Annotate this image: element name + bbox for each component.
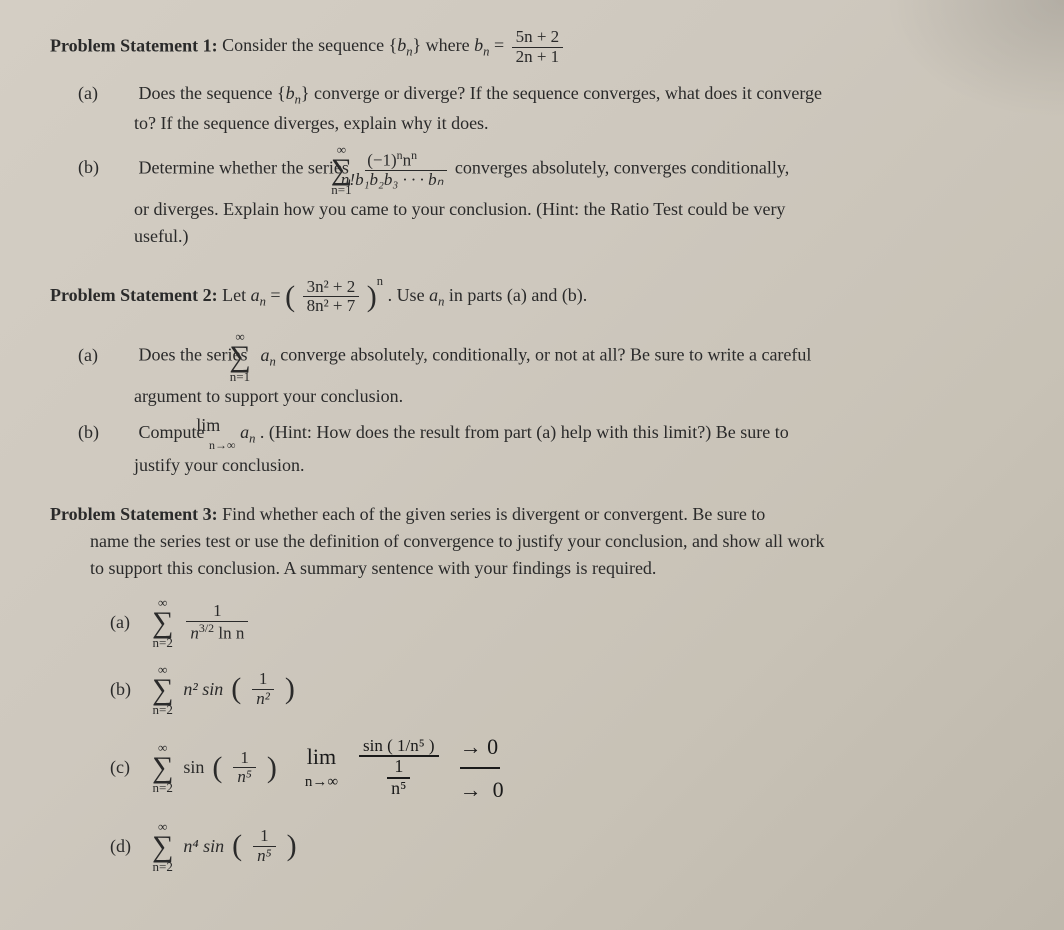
problem-3-part-d: (d) ∞ ∑ n=2 n⁴ sin ( 1 n⁵ ) <box>110 820 1014 873</box>
sigma-icon: ∞ ∑ n=2 <box>152 820 173 873</box>
problem-1: Problem Statement 1: Consider the sequen… <box>50 28 1014 66</box>
problem-1-fraction: 5n + 2 2n + 1 <box>512 28 564 66</box>
sigma-icon: ∞ ∑ n=2 <box>152 663 173 716</box>
sigma-icon: ∞ ∑ n=2 <box>152 741 173 794</box>
problem-3-part-b: (b) ∞ ∑ n=2 n² sin ( 1 n² ) <box>110 663 1014 716</box>
problem-3-heading: Problem Statement 3: <box>50 504 218 524</box>
problem-2-part-b: (b) Compute lim n→∞ an . (Hint: How does… <box>106 416 1014 479</box>
problem-2-part-a: (a) Does the series ∞ ∑ n=1 an converge … <box>106 330 1014 410</box>
problem-3-part-a: (a) ∞ ∑ n=2 1 n3/2 ln n <box>110 596 1014 649</box>
worksheet-page: Problem Statement 1: Consider the sequen… <box>0 0 1064 893</box>
problem-2-fraction: 3n² + 2 8n² + 7 <box>303 278 360 316</box>
problem-1b-fraction: (−1)nnn n!b₁b₂b₃ · · · bₙ <box>365 149 447 190</box>
handwritten-annotation-c: lim n→∞ sin ( 1/n⁵ ) 1 n⁵ → 0 → 0 <box>305 730 504 806</box>
problem-3-part-c: (c) ∞ ∑ n=2 sin ( 1 n⁵ ) lim n→∞ sin ( 1… <box>110 730 1014 806</box>
problem-2: Problem Statement 2: Let an = ( 3n² + 2 … <box>50 272 1014 316</box>
problem-1-heading: Problem Statement 1: <box>50 35 218 55</box>
problem-1-intro: Consider the sequence {bn} where bn = 5n… <box>222 35 566 55</box>
problem-3: Problem Statement 3: Find whether each o… <box>50 501 1014 582</box>
sigma-icon: ∞ ∑ n=2 <box>152 596 173 649</box>
problem-2-heading: Problem Statement 2: <box>50 285 218 305</box>
problem-1-part-a: (a) Does the sequence {bn} converge or d… <box>106 80 1014 136</box>
problem-1-part-b: (b) Determine whether the series ∞ ∑ n=1… <box>106 143 1014 250</box>
